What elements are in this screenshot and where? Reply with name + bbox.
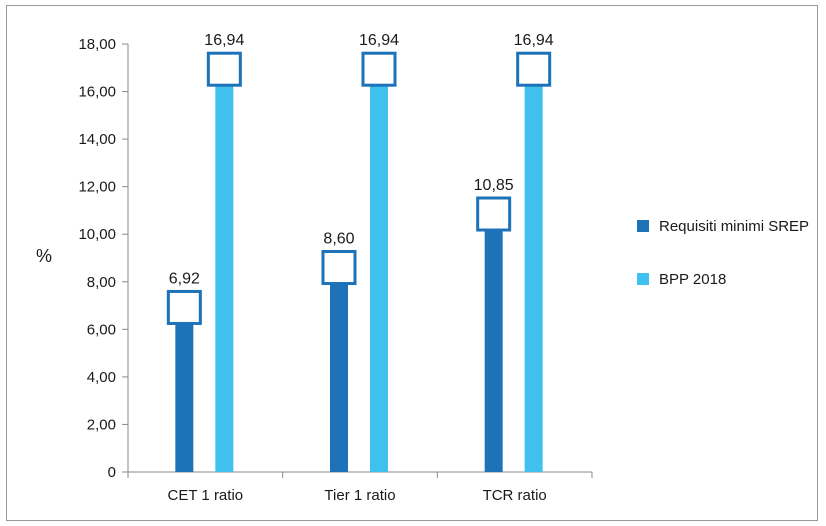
bars-layer [175,69,543,473]
bar-bpp-3 [524,69,543,473]
value-marker [321,250,357,286]
data-label: 16,94 [204,32,244,49]
data-label: 16,94 [359,32,399,49]
data-label: 16,94 [514,32,554,49]
y-tick-label: 16,00 [78,84,116,101]
data-label: 8,60 [323,231,354,248]
value-marker [206,51,242,87]
value-marker [476,196,512,232]
markers-layer [166,51,552,325]
y-tick-label: 12,00 [78,179,116,196]
data-label: 6,92 [169,270,200,287]
value-marker [166,289,202,325]
legend-label: Requisiti minimi SREP [659,218,809,235]
data-label: 10,85 [474,177,514,194]
bar-srep-2 [330,267,348,472]
y-tick-label: 2,00 [87,416,116,433]
y-axis-title: % [36,246,52,266]
value-marker [361,51,397,87]
y-tick-label: 0 [108,464,116,481]
legend-label: BPP 2018 [659,271,726,288]
y-tick-label: 10,00 [78,226,116,243]
y-tick-label: 14,00 [78,131,116,148]
bar-srep-1 [175,307,194,472]
axes-layer: 0 2,00 4,00 6,00 8,00 10,00 12,00 14,00 16,00 18,… [78,36,593,504]
x-tick-label: TCR ratio [483,487,547,504]
bar-srep-3 [484,214,503,472]
y-tick-label: 18,00 [78,36,116,53]
legend-swatch [637,273,649,285]
x-tick-label: Tier 1 ratio [324,487,395,504]
y-tick-label: 6,00 [87,321,116,338]
legend-swatch [637,220,649,232]
bar-bpp-2 [370,69,388,473]
x-tick-label: CET 1 ratio [168,487,244,504]
value-marker [516,51,552,87]
legend: Requisiti minimi SREP BPP 2018 [637,218,809,288]
chart-frame [6,5,818,521]
y-tick-label: 8,00 [87,274,116,291]
y-tick-label: 4,00 [87,369,116,386]
labels-layer: 6,92 16,94 8,60 16,94 10,85 16,94 [169,32,554,287]
bar-bpp-1 [215,69,234,473]
